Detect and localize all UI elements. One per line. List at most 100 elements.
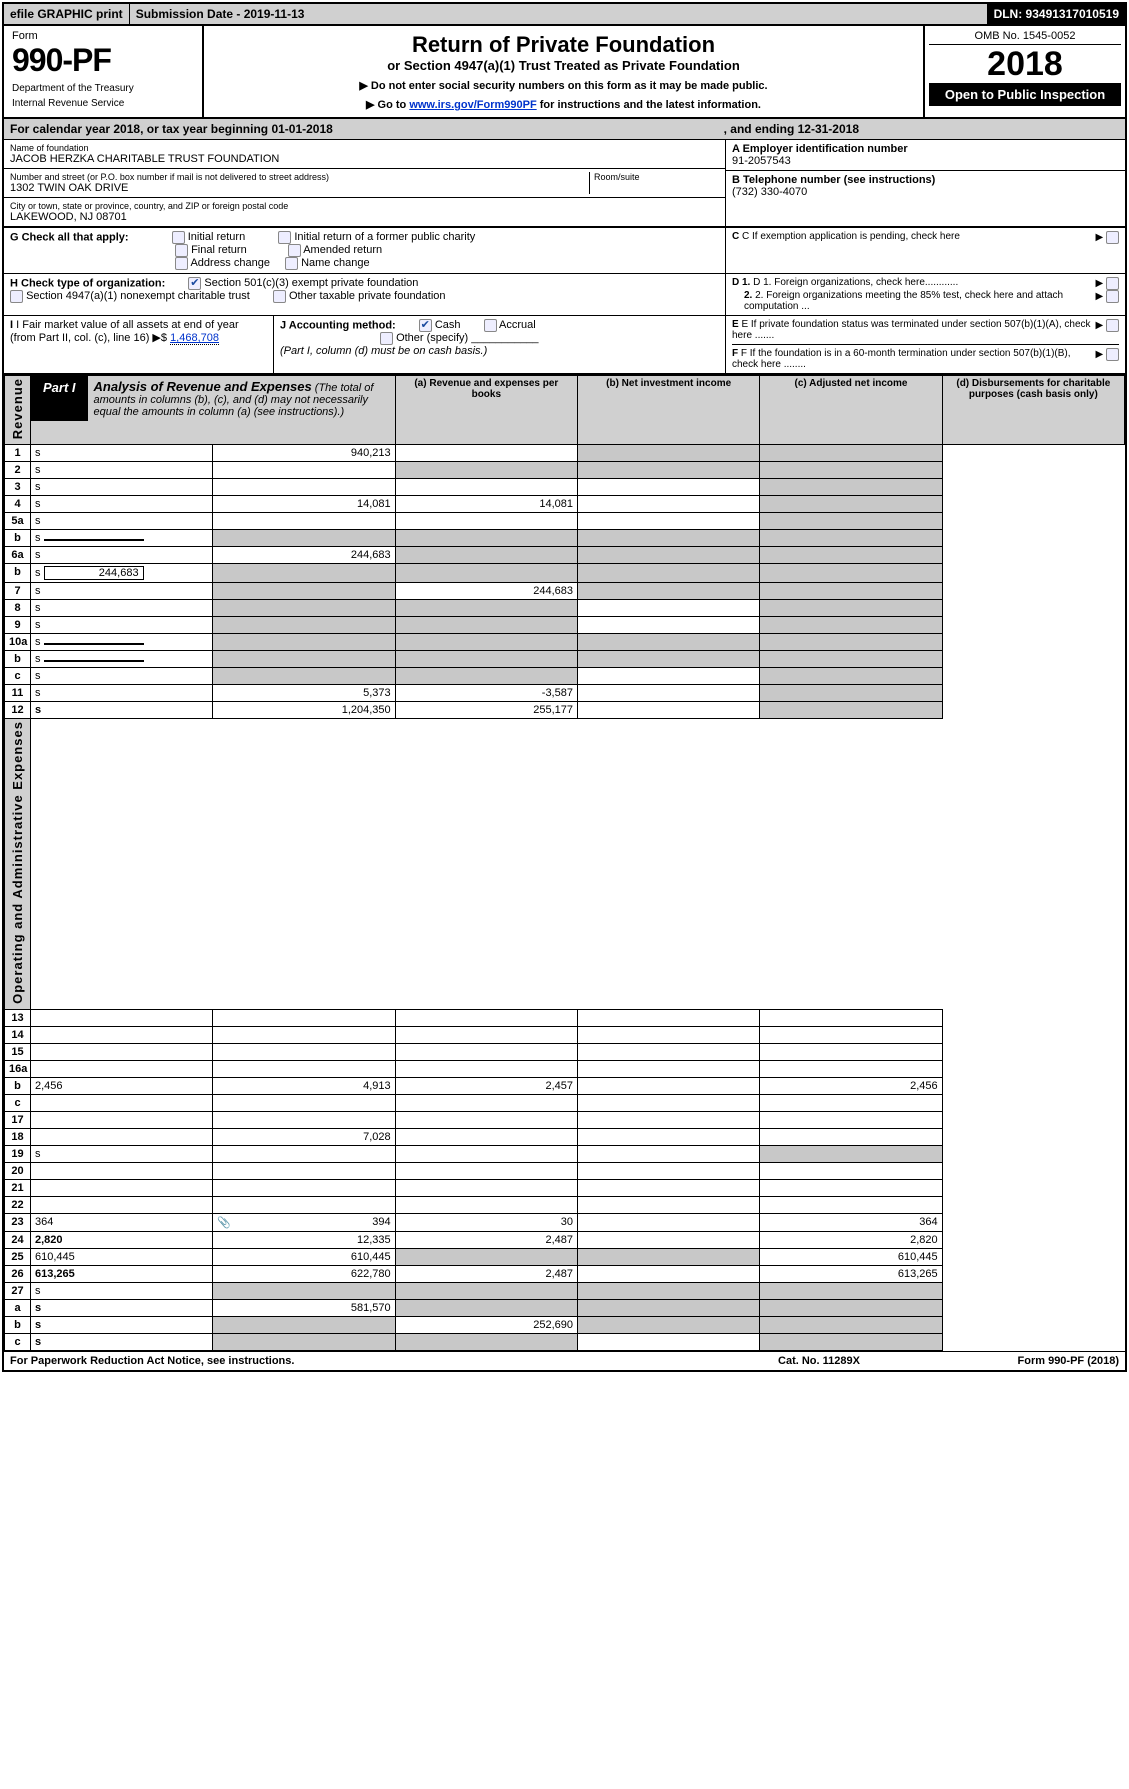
table-row: 21 (5, 1180, 1125, 1197)
60month-check[interactable] (1106, 348, 1119, 361)
table-row: 15 (5, 1044, 1125, 1061)
foundation-name-cell: Name of foundation JACOB HERZKA CHARITAB… (4, 140, 725, 169)
form-header: Form 990-PF Department of the Treasury I… (4, 26, 1125, 119)
calyear-begin: For calendar year 2018, or tax year begi… (10, 122, 333, 136)
street-address: 1302 TWIN OAK DRIVE (10, 182, 589, 194)
table-row: 24 2,820 12,335 2,487 2,820 (5, 1232, 1125, 1249)
section-g: G Check all that apply: Initial return I… (4, 228, 725, 273)
accrual-method-check[interactable] (484, 319, 497, 332)
table-row: 19 s (5, 1146, 1125, 1163)
section-h: H Check type of organization: Section 50… (4, 274, 725, 315)
table-row: 6a s 244,683 (5, 547, 1125, 564)
table-row: 3 s (5, 479, 1125, 496)
other-method-check[interactable] (380, 332, 393, 345)
fmv-value[interactable]: 1,468,708 (170, 332, 219, 345)
table-row: 12 s 1,204,350 255,177 (5, 702, 1125, 719)
info-block: Name of foundation JACOB HERZKA CHARITAB… (4, 140, 1125, 227)
col-c-header: (c) Adjusted net income (760, 376, 942, 445)
amended-check[interactable] (288, 244, 301, 257)
irs-label: Internal Revenue Service (12, 98, 194, 109)
table-row: a s 581,570 (5, 1300, 1125, 1317)
initial-return-check[interactable] (172, 231, 185, 244)
footer-right: Form 990-PF (2018) (919, 1355, 1119, 1367)
address-cell: Number and street (or P.O. box number if… (4, 169, 725, 198)
col-d-header: (d) Disbursements for charitable purpose… (942, 376, 1124, 445)
col-a-header: (a) Revenue and expenses per books (395, 376, 577, 445)
form-subtitle: or Section 4947(a)(1) Trust Treated as P… (214, 58, 913, 73)
table-row: 23 364 📎394 30 364 (5, 1214, 1125, 1232)
telephone-cell: B Telephone number (see instructions) (7… (726, 171, 1125, 201)
table-row: c s (5, 1334, 1125, 1351)
part1-title: Analysis of Revenue and Expenses (The to… (88, 376, 395, 421)
table-row: 9 s (5, 617, 1125, 634)
efile-label: efile GRAPHIC print (4, 4, 130, 24)
foreign-85-check[interactable] (1106, 290, 1119, 303)
top-bar: efile GRAPHIC print Submission Date - 20… (4, 4, 1125, 26)
section-e-f: E E If private foundation status was ter… (725, 316, 1125, 373)
telephone-value: (732) 330-4070 (732, 186, 1119, 198)
ein-value: 91-2057543 (732, 155, 1119, 167)
501c3-check[interactable] (188, 277, 201, 290)
footer-mid: Cat. No. 11289X (719, 1355, 919, 1367)
table-row: 8 s (5, 600, 1125, 617)
table-row: 14 (5, 1027, 1125, 1044)
initial-former-check[interactable] (278, 231, 291, 244)
table-row: b s (5, 651, 1125, 668)
submission-date: Submission Date - 2019-11-13 (130, 4, 988, 24)
form-title: Return of Private Foundation (214, 32, 913, 58)
table-row: 5a s (5, 513, 1125, 530)
form-page: efile GRAPHIC print Submission Date - 20… (2, 2, 1127, 1372)
ein-cell: A Employer identification number 91-2057… (726, 140, 1125, 171)
table-row: b s 252,690 (5, 1317, 1125, 1334)
header-center: Return of Private Foundation or Section … (204, 26, 925, 117)
exemption-pending-check[interactable] (1106, 231, 1119, 244)
table-row: 27 s (5, 1283, 1125, 1300)
open-public: Open to Public Inspection (929, 83, 1121, 106)
table-row: 20 (5, 1163, 1125, 1180)
revenue-side-label: Revenue (10, 378, 25, 439)
page-footer: For Paperwork Reduction Act Notice, see … (4, 1351, 1125, 1370)
table-row: c s (5, 668, 1125, 685)
table-row: b s 244,683 (5, 564, 1125, 583)
irs-link[interactable]: www.irs.gov/Form990PF (409, 99, 536, 111)
table-row: 16a (5, 1061, 1125, 1078)
calendar-year-row: For calendar year 2018, or tax year begi… (4, 119, 1125, 140)
foundation-name: JACOB HERZKA CHARITABLE TRUST FOUNDATION (10, 153, 719, 165)
table-row: 13 (5, 1010, 1125, 1027)
table-row: 26 613,265 622,780 2,487 613,265 (5, 1266, 1125, 1283)
other-taxable-check[interactable] (273, 290, 286, 303)
part1-tab: Part I (31, 376, 88, 421)
table-row: b s (5, 530, 1125, 547)
tax-year: 2018 (929, 45, 1121, 83)
header-right: OMB No. 1545-0052 2018 Open to Public In… (925, 26, 1125, 117)
form-note-2: ▶ Go to www.irs.gov/Form990PF for instru… (214, 98, 913, 111)
calyear-end: , and ending 12-31-2018 (724, 122, 859, 136)
table-row: 17 (5, 1112, 1125, 1129)
table-row: 7 s 244,683 (5, 583, 1125, 600)
table-row: 10a s (5, 634, 1125, 651)
section-c: C C If exemption application is pending,… (725, 228, 1125, 273)
footer-left: For Paperwork Reduction Act Notice, see … (10, 1355, 719, 1367)
terminated-check[interactable] (1106, 319, 1119, 332)
section-d: D 1. D 1. Foreign organizations, check h… (725, 274, 1125, 315)
table-row: 2 s (5, 462, 1125, 479)
table-row: 4 s 14,081 14,081 (5, 496, 1125, 513)
form-word: Form (12, 30, 194, 42)
omb-number: OMB No. 1545-0052 (929, 30, 1121, 45)
room-label: Room/suite (594, 172, 719, 182)
table-row: 1 s 940,213 (5, 445, 1125, 462)
4947-check[interactable] (10, 290, 23, 303)
cash-method-check[interactable] (419, 319, 432, 332)
name-change-check[interactable] (285, 257, 298, 270)
table-row: 25 610,445 610,445 610,445 (5, 1249, 1125, 1266)
addr-change-check[interactable] (175, 257, 188, 270)
foreign-org-check[interactable] (1106, 277, 1119, 290)
header-left: Form 990-PF Department of the Treasury I… (4, 26, 204, 117)
final-return-check[interactable] (175, 244, 188, 257)
form-note-1: ▶ Do not enter social security numbers o… (214, 79, 913, 92)
dln-label: DLN: 93491317010519 (988, 4, 1125, 24)
expense-side-label: Operating and Administrative Expenses (10, 721, 25, 1004)
part1-table: Revenue Part I Analysis of Revenue and E… (4, 375, 1125, 1351)
form-number: 990-PF (12, 42, 194, 79)
city-cell: City or town, state or province, country… (4, 198, 725, 226)
